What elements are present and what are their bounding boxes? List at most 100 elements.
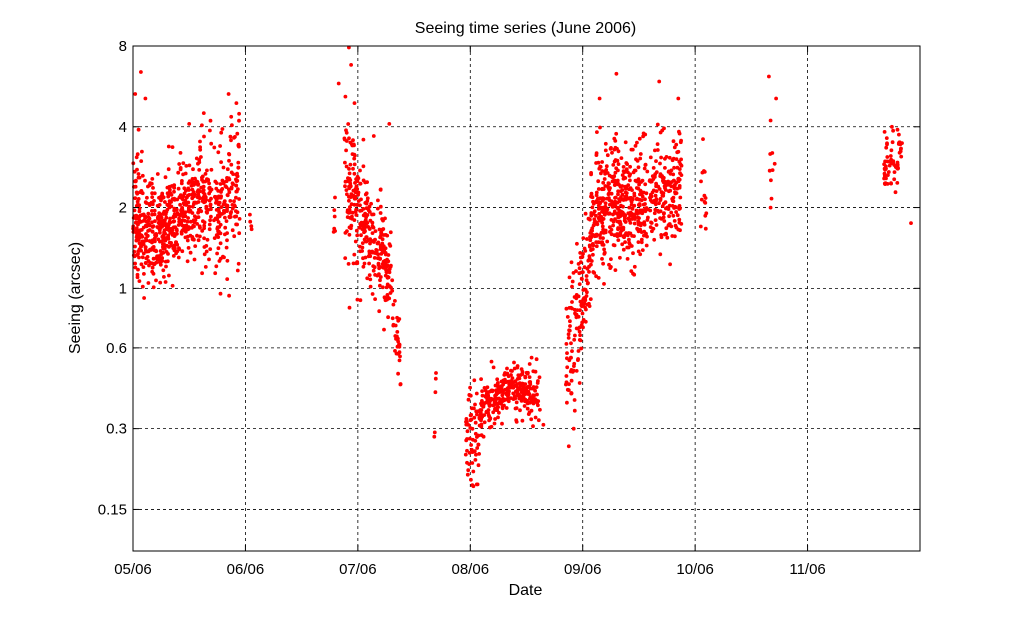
data-point (166, 167, 171, 172)
data-point (634, 210, 639, 215)
data-point (660, 190, 664, 195)
data-point (136, 267, 140, 272)
data-point (146, 259, 151, 263)
data-point (133, 196, 138, 201)
data-point (161, 250, 166, 255)
data-point (159, 215, 164, 220)
data-point (194, 156, 199, 161)
data-point (489, 359, 494, 364)
data-point (134, 220, 139, 225)
data-point (598, 236, 603, 240)
data-point (525, 406, 530, 411)
data-point (473, 402, 477, 407)
data-point (670, 234, 675, 238)
data-point (578, 333, 582, 338)
data-point (534, 385, 539, 389)
data-point (388, 264, 393, 269)
data-point (157, 255, 162, 260)
data-point (143, 178, 147, 183)
data-point (219, 130, 224, 135)
data-point (376, 261, 381, 266)
data-point (159, 198, 163, 203)
data-point (224, 245, 229, 250)
data-point (234, 183, 239, 188)
data-point (332, 214, 337, 219)
data-point (212, 218, 216, 223)
data-point (583, 211, 588, 216)
data-point (565, 356, 569, 361)
data-point (576, 294, 581, 299)
data-point (375, 248, 379, 253)
data-point (348, 162, 353, 167)
data-point (212, 236, 217, 241)
data-point (134, 235, 139, 240)
data-point (637, 216, 641, 221)
data-point (636, 177, 641, 182)
data-point (227, 177, 232, 182)
data-point (366, 225, 371, 229)
data-point (347, 210, 352, 215)
data-point (229, 170, 234, 175)
data-point (229, 185, 234, 190)
data-point (504, 387, 509, 392)
data-point (909, 221, 913, 226)
data-point (665, 182, 670, 187)
data-point (188, 219, 193, 224)
data-point (137, 217, 142, 222)
data-point (527, 362, 532, 366)
data-point (604, 164, 609, 169)
data-point (514, 400, 519, 405)
data-point (471, 484, 476, 489)
data-point (149, 248, 153, 252)
data-point (378, 211, 383, 215)
data-point (518, 408, 522, 413)
data-point (581, 303, 586, 308)
data-point (677, 217, 682, 222)
data-point (158, 249, 163, 253)
data-point (361, 137, 366, 142)
data-point (607, 211, 612, 216)
data-point (192, 224, 196, 229)
data-point (181, 161, 186, 166)
data-point (585, 281, 590, 286)
data-point (630, 188, 634, 193)
data-point (526, 401, 530, 406)
data-point (613, 139, 618, 143)
data-point (373, 297, 377, 301)
data-point (639, 230, 644, 235)
data-point (669, 224, 674, 229)
data-point (767, 168, 772, 173)
data-point (227, 152, 232, 157)
data-point (885, 182, 890, 186)
data-point (230, 228, 235, 233)
data-point (627, 187, 631, 192)
data-point (344, 164, 349, 169)
data-point (584, 294, 589, 298)
data-point (669, 184, 674, 189)
data-point (196, 210, 201, 215)
data-point (538, 407, 542, 412)
data-point (204, 204, 209, 209)
data-point (236, 142, 241, 147)
data-point (187, 163, 192, 168)
data-point (190, 236, 195, 241)
data-point (613, 170, 618, 175)
data-point (663, 166, 667, 170)
data-point (348, 184, 353, 189)
data-point (237, 118, 241, 123)
data-point (150, 177, 155, 181)
x-axis: 05/06 06/06 07/06 08/06 09/06 10/06 11/06 (114, 46, 826, 578)
data-point (637, 203, 642, 208)
data-point (350, 216, 354, 221)
data-point (344, 148, 348, 153)
data-point (703, 226, 708, 231)
data-point (358, 168, 362, 173)
data-point (658, 252, 663, 257)
data-point (178, 166, 183, 170)
data-point (585, 237, 589, 241)
data-point (174, 240, 179, 245)
data-point (225, 207, 229, 212)
data-point (666, 207, 671, 212)
data-point (186, 246, 191, 250)
